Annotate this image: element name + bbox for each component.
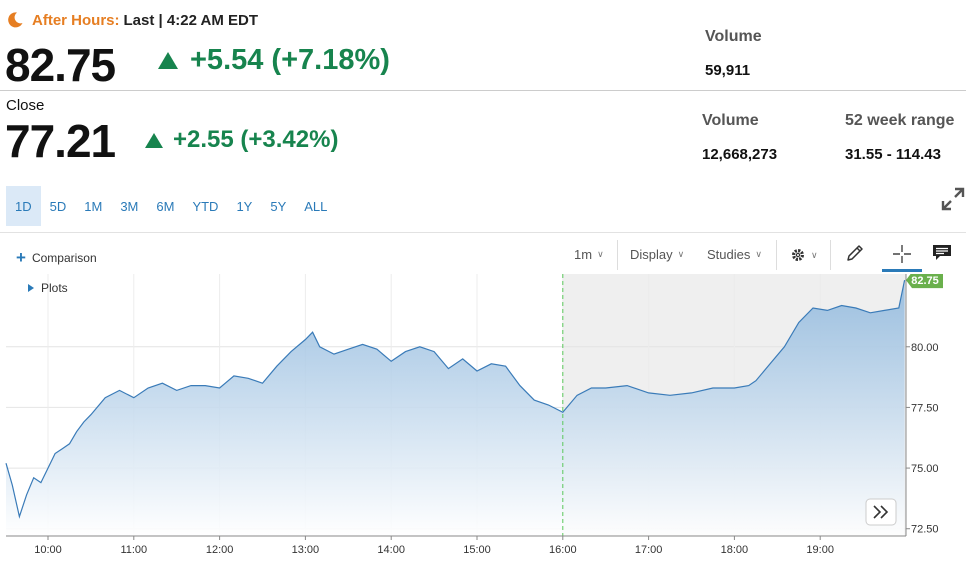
close-volume-value: 12,668,273 [702,146,778,163]
tab-5d[interactable]: 5D [49,198,67,214]
tab-ytd[interactable]: YTD [192,198,219,214]
x-tick-label: 14:00 [377,544,405,556]
close-price: 77.21 [5,115,116,167]
y-tick-label: 72.50 [911,524,939,536]
display-dropdown[interactable]: Display ∨ [630,247,684,262]
close-volume-label: Volume [702,112,759,129]
interval-dropdown[interactable]: 1m ∨ [574,247,604,262]
triangle-up-icon [158,52,178,69]
close-change-text: +2.55 (+3.42%) [173,126,339,153]
x-tick-label: 11:00 [120,544,147,556]
after-hours-row: After Hours: Last | 4:22 AM EDT [6,8,258,32]
display-label: Display [630,247,673,262]
x-tick-label: 13:00 [292,544,320,556]
last-price-flag-shape [906,274,943,289]
header-divider [0,90,966,91]
week-range-value: 31.55 - 114.43 [845,146,941,163]
after-hours-volume-value: 59,911 [705,62,751,79]
tab-all[interactable]: ALL [304,198,328,214]
chevron-down-icon: ∨ [597,249,604,259]
scroll-to-latest-button[interactable] [865,498,897,526]
close-change: +2.55 (+3.42%) [145,126,338,154]
crosshair-button[interactable] [882,240,922,272]
tab-1y[interactable]: 1Y [236,198,253,214]
after-hours-change-text: +5.54 (+7.18%) [190,44,390,76]
x-tick-label: 16:00 [549,544,577,556]
after-hours-last-time: Last | 4:22 AM EDT [123,11,259,29]
after-hours-label: After Hours: [32,11,120,29]
tab-1d[interactable]: 1D [6,186,41,226]
toolbar-divider [617,240,618,270]
tab-1m[interactable]: 1M [84,198,103,214]
gear-icon [791,248,805,262]
studies-dropdown[interactable]: Studies ∨ [707,247,762,262]
y-axis-ticks: 80.00 77.50 75.00 72.50 [906,342,939,536]
toolbar-divider [776,240,777,270]
x-tick-label: 19:00 [806,544,834,556]
comment-icon[interactable] [932,244,952,262]
expand-icon[interactable] [940,186,966,212]
settings-dropdown[interactable]: ∨ [790,247,818,263]
price-chart[interactable]: 10:00 11:00 12:00 13:00 14:00 15:00 16:00 17:00… [0,274,969,561]
y-tick-label: 75.00 [911,463,939,475]
crosshair-icon [893,245,911,263]
last-price-label: 82.75 [911,275,939,287]
x-tick-label: 18:00 [721,544,749,556]
after-hours-volume-label: Volume [705,28,762,45]
x-tick-label: 10:00 [34,544,62,556]
x-tick-label: 15:00 [463,544,491,556]
price-line [5,279,906,519]
after-hours-price: 82.75 [5,39,116,91]
x-axis-ticks: 10:00 11:00 12:00 13:00 14:00 15:00 16:00 17:00… [34,536,834,556]
x-tick-label: 17:00 [635,544,663,556]
y-tick-label: 80.00 [911,342,939,354]
x-tick-label: 12:00 [206,544,234,556]
play-icon [28,284,34,292]
chevron-down-icon: ∨ [755,249,762,259]
moon-icon [8,12,23,28]
comparison-label: Comparison [31,250,97,265]
chevron-down-icon: ∨ [677,249,685,259]
studies-label: Studies [707,247,751,262]
toolbar-divider [830,240,831,270]
plots-label: Plots [41,281,68,295]
after-hours-change: +5.54 (+7.18%) [158,44,390,77]
tab-5y[interactable]: 5Y [270,198,287,214]
interval-label: 1m [574,247,593,262]
triangle-up-icon [145,132,163,148]
comparison-button[interactable]: + Comparison [16,249,97,266]
plus-icon: + [16,248,26,267]
chevron-down-icon: ∨ [811,249,818,260]
tab-6m[interactable]: 6M [156,198,175,214]
pencil-icon[interactable] [845,243,865,263]
plots-toggle[interactable]: Plots [28,281,68,295]
tabs-divider [0,232,966,233]
price-area [6,280,905,536]
y-tick-label: 77.50 [911,402,939,414]
tab-3m[interactable]: 3M [120,198,139,214]
last-price-flag: 82.75 [906,274,943,289]
week-range-label: 52 week range [845,112,955,129]
range-tabs: 1D 5D 1M 3M 6M YTD 1Y 5Y ALL [6,186,336,226]
double-chevron-right-icon [873,505,889,519]
close-label: Close [6,97,45,114]
